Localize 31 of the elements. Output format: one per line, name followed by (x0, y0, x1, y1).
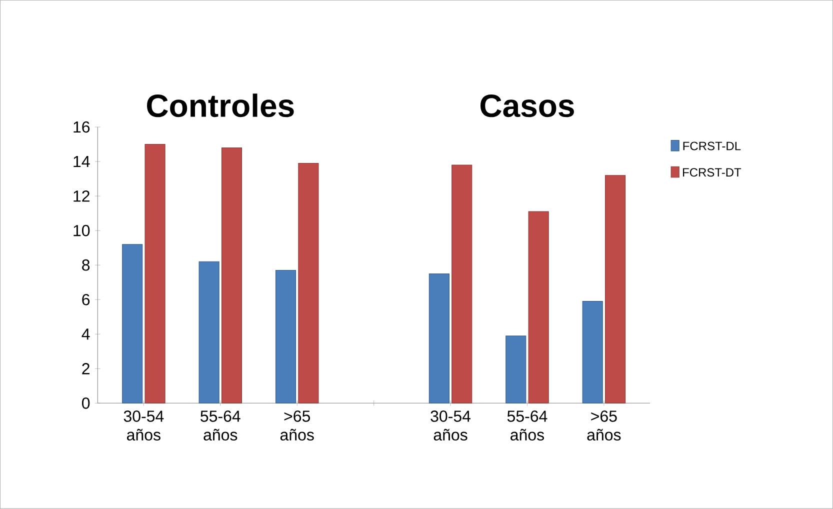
y-tick-label: 2 (82, 363, 90, 374)
bar (428, 274, 450, 404)
bar (221, 148, 242, 404)
x-tick-label: 55-64 años (507, 410, 548, 441)
legend-label: FCRST-DT (682, 168, 742, 177)
bar (452, 164, 472, 404)
bar (506, 336, 526, 404)
y-tick-label: 10 (74, 224, 90, 236)
x-tick-label: 30-54 años (124, 410, 164, 441)
bar (198, 261, 220, 404)
x-tick-label: >65 años (280, 410, 314, 441)
bar (528, 211, 549, 404)
y-tick-label: 12 (74, 190, 90, 202)
y-tick-label: 4 (82, 328, 90, 340)
bar (298, 163, 319, 404)
y-tick-label: 14 (74, 156, 90, 168)
text: Controles (147, 94, 294, 118)
bar (605, 175, 626, 404)
bar (122, 244, 143, 404)
y-tick-label: 0 (82, 398, 90, 409)
bar (144, 144, 166, 404)
text: Casos (480, 94, 574, 118)
legend-label: FCRST-DL (683, 142, 741, 150)
bar (582, 301, 603, 404)
x-tick-label: 30-54 años (430, 410, 471, 441)
x-tick-label: >65 años (587, 410, 621, 441)
y-tick-label: 16 (74, 121, 90, 133)
bar (275, 270, 296, 404)
y-tick-label: 8 (82, 260, 90, 271)
y-tick-label: 6 (82, 294, 90, 306)
x-tick-label: 55-64 años (200, 410, 240, 441)
